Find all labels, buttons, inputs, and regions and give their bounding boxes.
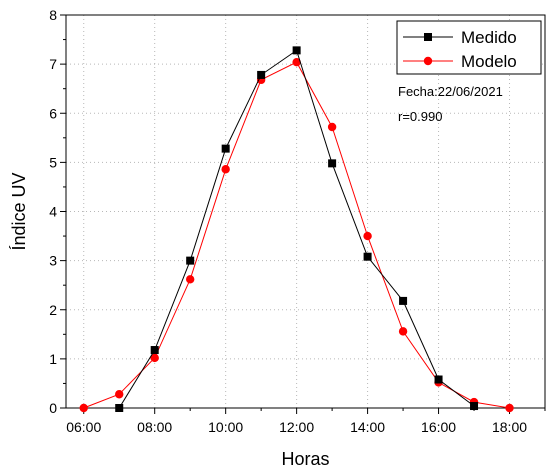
legend-marker-modelo xyxy=(423,56,433,66)
x-tick-label: 14:00 xyxy=(350,419,385,435)
axes: 0 1 2 3 4 5 6 7 8 06:00 08:00 10:00 12:00 14:00 16:00 1… xyxy=(49,7,546,435)
series-line-medido xyxy=(118,49,475,409)
y-tick-label: 5 xyxy=(49,154,57,170)
data-point-medido xyxy=(115,404,124,412)
x-tick-label: 18:00 xyxy=(492,419,527,435)
data-point-modelo xyxy=(150,353,159,363)
data-point-modelo xyxy=(115,390,124,399)
x-tick-label: 08:00 xyxy=(137,419,172,435)
y-tick-label: 1 xyxy=(49,351,57,367)
data-point-modelo xyxy=(327,122,337,132)
grid xyxy=(66,14,545,409)
y-tick-label: 8 xyxy=(49,7,57,23)
legend: Medido Modelo xyxy=(396,20,542,75)
legend-label-modelo: Modelo xyxy=(461,52,517,71)
x-tick-label: 16:00 xyxy=(421,419,456,435)
data-point-medido xyxy=(328,159,337,168)
y-tick-label: 4 xyxy=(49,204,57,220)
data-point-modelo xyxy=(185,275,195,284)
data-point-modelo xyxy=(221,165,230,174)
data-point-modelo xyxy=(505,403,514,413)
data-point-medido xyxy=(186,256,195,265)
legend-label-medido: Medido xyxy=(461,28,517,47)
data-point-medido xyxy=(434,375,443,384)
data-point-medido xyxy=(470,402,479,411)
correlation-annotation: r=0.990 xyxy=(398,109,442,124)
date-annotation: Fecha:22/06/2021 xyxy=(398,84,503,99)
data-point-modelo xyxy=(79,403,88,413)
data-point-medido xyxy=(150,346,159,355)
legend-box xyxy=(396,20,542,75)
data-point-modelo xyxy=(363,231,372,241)
data-point-medido xyxy=(399,296,408,305)
data-point-medido xyxy=(221,144,230,153)
data-point-medido xyxy=(257,70,266,79)
y-tick-label: 0 xyxy=(49,400,57,416)
x-axis-title: Horas xyxy=(281,449,329,469)
y-axis-title: Índice UV xyxy=(9,172,29,250)
series-layer xyxy=(79,46,514,413)
x-tick-label: 06:00 xyxy=(66,419,101,435)
data-point-medido xyxy=(292,46,301,55)
legend-marker-medido xyxy=(424,33,432,41)
data-point-medido xyxy=(363,252,372,261)
data-point-modelo xyxy=(292,57,301,67)
y-tick-label: 6 xyxy=(49,105,57,121)
y-tick-label: 3 xyxy=(49,253,57,269)
x-tick-label: 12:00 xyxy=(279,419,314,435)
data-point-modelo xyxy=(398,327,408,336)
y-tick-label: 7 xyxy=(49,56,57,72)
y-tick-label: 2 xyxy=(49,302,57,318)
x-tick-label: 10:00 xyxy=(208,419,243,435)
series-medido xyxy=(115,46,479,412)
